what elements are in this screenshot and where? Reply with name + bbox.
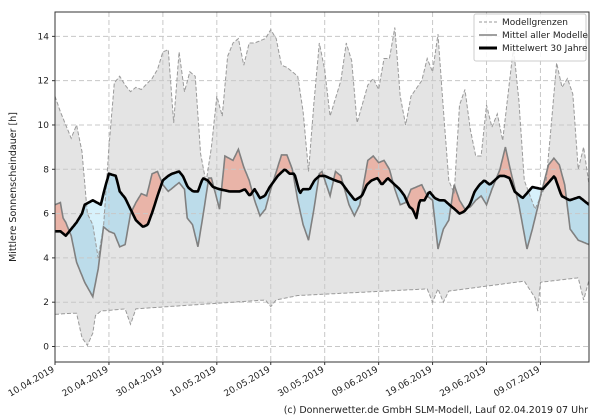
x-axis: 10.04.2019 20.04.2019 30.04.2019 10.05.2019… [7,362,542,399]
x-tick-label: 19.06.2019 [384,365,434,400]
model-mean-line [55,146,589,299]
legend-box [473,13,587,62]
legend-label-clim: Mittelwert 30 Jahre [502,44,588,54]
copyright-footer: (c) Donnerwetter.de GmbH SLM-Modell, Lau… [283,405,588,416]
x-tick-label: 30.04.2019 [115,365,165,400]
x-tick-label: 09.07.2019 [492,365,542,400]
x-tick-label: 10.04.2019 [7,365,57,400]
y-axis-label: Mittlere Sonnenscheindauer [h] [8,112,19,262]
y-tick-label: 8 [43,165,49,175]
x-tick-label: 20.04.2019 [61,365,111,400]
y-tick-label: 10 [38,121,50,131]
y-tick-label: 0 [43,342,49,352]
lower-bound-line [55,277,589,347]
model-range-band [55,27,589,346]
y-tick-label: 2 [43,298,49,308]
legend-label-bounds: Modellgrenzen [502,18,568,28]
y-tick-label: 4 [43,254,49,264]
climate-mean-line [55,168,589,237]
plot-frame [54,11,590,363]
x-tick-label: 10.05.2019 [169,365,219,400]
upper-bound-line [55,27,589,258]
legend: Modellgrenzen Mittel aller Modelle Mitte… [473,13,588,62]
legend-label-mean: Mittel aller Modelle [502,31,588,41]
x-tick-label: 20.05.2019 [223,365,273,400]
y-tick-label: 12 [38,77,49,87]
y-tick-label: 14 [38,32,50,42]
y-axis: 0 2 4 6 8 10 12 14 [38,32,55,352]
series-lines [55,27,589,347]
x-tick-label: 30.05.2019 [277,365,327,400]
x-tick-label: 29.06.2019 [438,365,488,400]
plot-area [55,27,589,346]
x-tick-label: 09.06.2019 [331,365,381,400]
y-tick-label: 6 [43,210,49,220]
